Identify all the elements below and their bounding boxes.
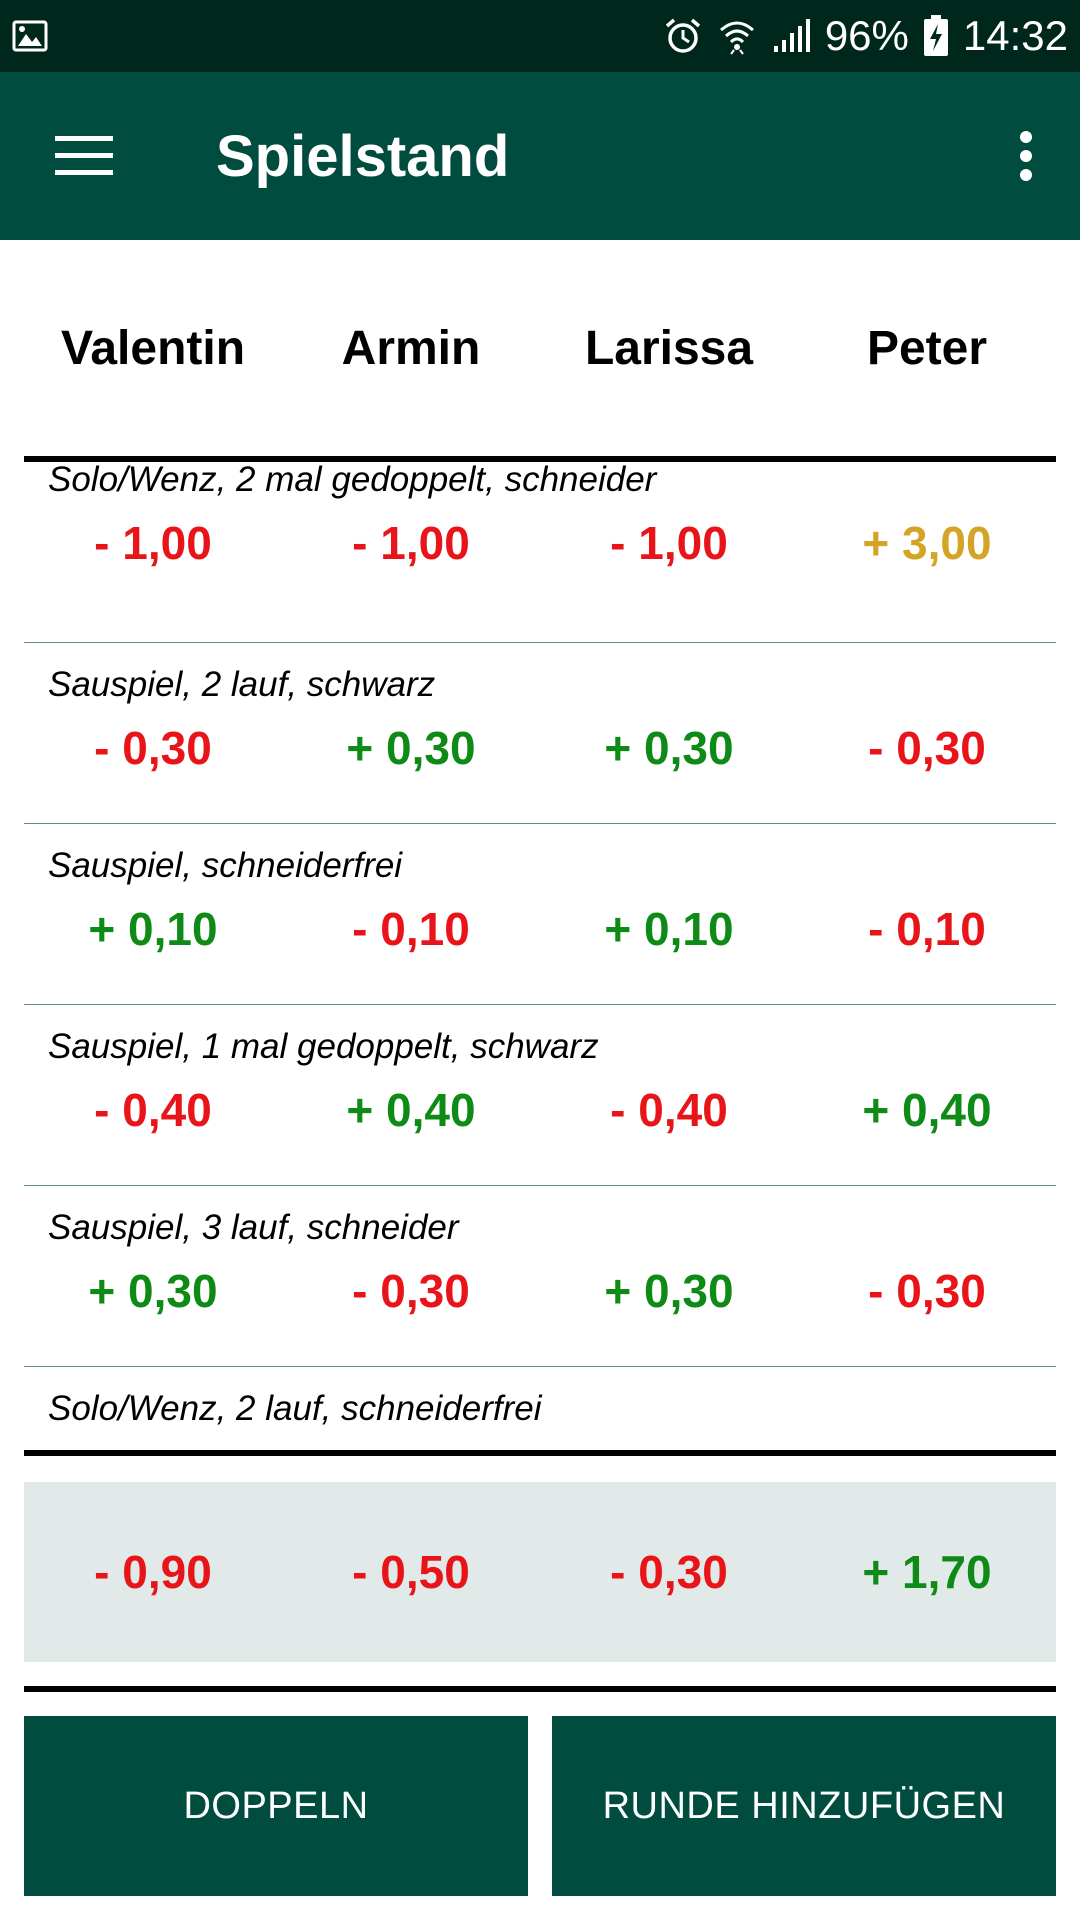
total-value: - 0,50	[352, 1546, 470, 1598]
round-description: Sauspiel, 3 lauf, schneider	[48, 1208, 459, 1247]
round-value: + 0,10	[604, 903, 734, 955]
status-bar: 96% 14:32	[0, 0, 1080, 72]
round-value: + 3,00	[862, 517, 992, 569]
round-value: - 0,30	[868, 1265, 986, 1317]
round-value: - 0,30	[94, 722, 212, 774]
rounds-list[interactable]: Solo/Wenz, 2 mal gedoppelt, schneider - …	[24, 462, 1056, 1450]
clock: 14:32	[962, 12, 1068, 59]
round-description: Solo/Wenz, 2 mal gedoppelt, schneider	[48, 462, 657, 499]
round-value: + 0,30	[88, 1265, 218, 1317]
round-value: + 0,30	[604, 1265, 734, 1317]
round-value: + 0,40	[346, 1084, 476, 1136]
hamburger-menu-icon[interactable]	[0, 72, 168, 240]
total-value: - 0,30	[610, 1546, 728, 1598]
totals-row: - 0,90 - 0,50 - 0,30 + 1,70	[24, 1482, 1056, 1662]
round-row[interactable]: Sauspiel, schneiderfrei + 0,10 - 0,10 + …	[24, 824, 1056, 1005]
total-value: + 1,70	[862, 1546, 992, 1598]
app-bar: Spielstand	[0, 72, 1080, 240]
round-value: + 0,40	[862, 1084, 992, 1136]
round-description: Solo/Wenz, 2 lauf, schneiderfrei	[48, 1389, 542, 1428]
round-value: + 0,30	[604, 722, 734, 774]
battery-charging-icon	[923, 15, 949, 57]
round-value: + 0,30	[24, 1449, 282, 1450]
player-name: Valentin	[60, 321, 246, 375]
round-value: + 0,30	[282, 1449, 540, 1450]
round-value: + 0,30	[540, 1449, 798, 1450]
add-round-button[interactable]: RUNDE HINZUFÜGEN	[552, 1716, 1056, 1896]
total-value: - 0,90	[94, 1546, 212, 1598]
round-value: - 0,10	[352, 903, 470, 955]
round-value: + 0,30	[346, 722, 476, 774]
round-description: Sauspiel, schneiderfrei	[48, 846, 403, 885]
round-value: - 0,40	[94, 1084, 212, 1136]
player-name: Armin	[341, 321, 481, 375]
round-value: - 1,00	[94, 517, 212, 569]
round-value: - 0,30	[352, 1265, 470, 1317]
battery-percentage: 96%	[824, 12, 909, 59]
round-value: - 1,00	[610, 517, 728, 569]
list-bottom-divider	[24, 1450, 1056, 1456]
more-vert-icon[interactable]	[972, 72, 1080, 240]
round-row[interactable]: Solo/Wenz, 2 lauf, schneiderfrei + 0,30 …	[24, 1367, 1056, 1450]
wifi-icon	[717, 16, 757, 56]
round-row[interactable]: Sauspiel, 2 lauf, schwarz - 0,30 + 0,30 …	[24, 643, 1056, 824]
round-description: Sauspiel, 1 mal gedoppelt, schwarz	[48, 1027, 599, 1066]
player-header-row: Valentin Armin Larissa Peter	[24, 240, 1056, 456]
image-icon	[12, 18, 48, 54]
round-value: + 0,10	[88, 903, 218, 955]
round-value: - 0,30	[868, 722, 986, 774]
alarm-icon	[663, 16, 703, 56]
round-description: Sauspiel, 2 lauf, schwarz	[48, 665, 436, 704]
totals-divider	[24, 1686, 1056, 1692]
round-value: - 0,10	[868, 903, 986, 955]
player-name: Larissa	[584, 321, 754, 375]
round-row[interactable]: Solo/Wenz, 2 mal gedoppelt, schneider - …	[24, 462, 1056, 643]
double-button[interactable]: DOPPELN	[24, 1716, 528, 1896]
round-value: - 1,00	[352, 517, 470, 569]
round-value: - 0,90	[798, 1449, 1056, 1450]
player-name: Peter	[866, 321, 988, 375]
round-row[interactable]: Sauspiel, 1 mal gedoppelt, schwarz - 0,4…	[24, 1005, 1056, 1186]
round-value: - 0,40	[610, 1084, 728, 1136]
page-title: Spielstand	[216, 123, 510, 189]
header-divider	[24, 456, 1056, 462]
signal-icon	[771, 16, 811, 56]
round-row[interactable]: Sauspiel, 3 lauf, schneider + 0,30 - 0,3…	[24, 1186, 1056, 1367]
